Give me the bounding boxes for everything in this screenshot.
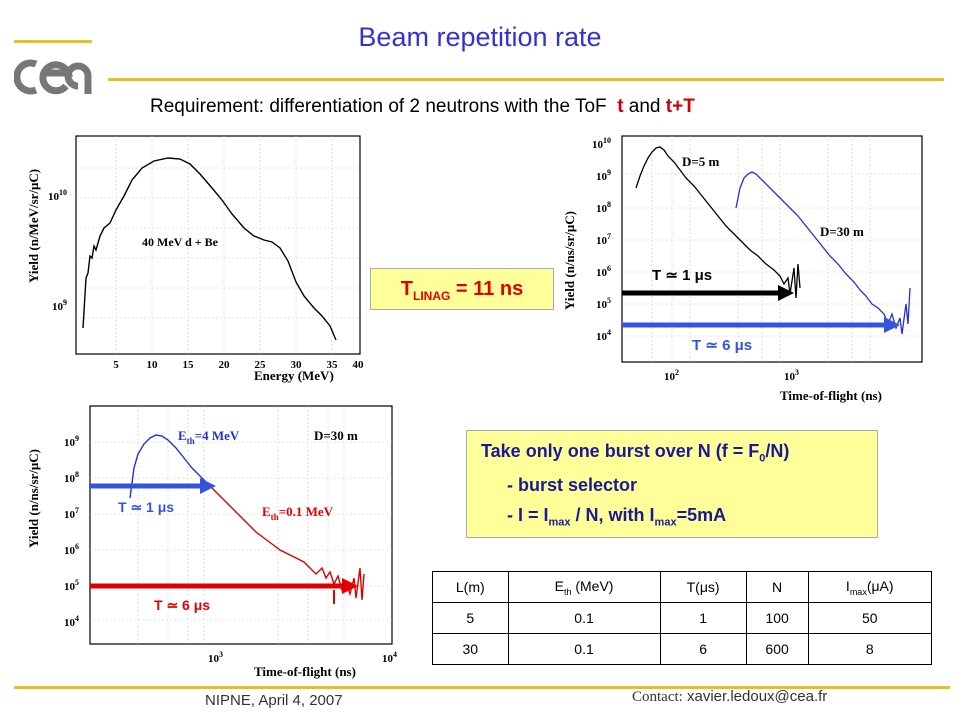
tof-distance-plot: D=5 m D=30 m Time-of-flight (ns) Yield (… (562, 135, 923, 403)
table-header-row: L(m) Eth (MeV) T(μs) N Imax(μA) (432, 571, 932, 603)
tof-ytick: 108 (596, 200, 611, 215)
tof-threshold-plot: Eth=4 MeV Eth=0.1 MeV D=30 m Time-of-fli… (26, 405, 397, 679)
threshold-arrow-6us-head (342, 578, 358, 594)
cea-logo (14, 59, 92, 95)
table-cell: 50 (807, 602, 932, 634)
contact-label: Contact: (632, 689, 683, 705)
threshold-d30-label: D=30 m (314, 428, 358, 443)
energy-annotation: 40 MeV d + Be (142, 235, 219, 249)
table-header: L(m) (432, 571, 509, 603)
tof-xtick: 102 (664, 368, 679, 383)
gold-line-top-left (14, 40, 92, 43)
tof-ytick: 104 (596, 328, 611, 343)
tof-xtick: 103 (784, 368, 799, 383)
energy-xtick: 25 (255, 359, 267, 371)
threshold-arrow-6us-label: T ≃ 6 μs (154, 597, 210, 613)
tof-d30-label: D=30 m (820, 224, 864, 239)
footer-contact: Contact: xavier.ledoux@cea.fr (632, 688, 827, 706)
arrow-6us-label: T ≃ 6 μs (692, 337, 752, 354)
threshold-ytick: 105 (64, 578, 79, 593)
tof-d5-curve (635, 146, 801, 299)
table-cell: 0.1 (507, 633, 661, 665)
energy-ytick: 1010 (48, 188, 67, 203)
threshold-xtick: 103 (208, 650, 223, 665)
energy-xtick: 20 (219, 359, 231, 371)
threshold-ytick: 109 (64, 434, 79, 449)
arrow-1us-label: T ≃ 1 μs (652, 267, 712, 284)
table-header: T(μs) (659, 571, 747, 603)
tof-d5-label: D=5 m (682, 154, 720, 169)
tof-ylabel: Yield (n/ns/sr/μC) (562, 211, 577, 310)
arrow-6us-head (884, 317, 900, 333)
energy-xtick: 10 (147, 359, 159, 371)
threshold-ytick: 104 (64, 614, 79, 629)
t-linag-main: T (400, 278, 414, 300)
table-cell: 6 (659, 633, 747, 665)
footer-date: NIPNE, April 4, 2007 (205, 692, 343, 709)
table-cell: 30 (432, 633, 509, 665)
energy-xlabel: Energy (MeV) (254, 368, 334, 383)
energy-xtick: 40 (353, 359, 365, 371)
table-cell: 5 (432, 602, 509, 634)
threshold-ylabel: Yield (n/ns/sr/μC) (26, 449, 41, 548)
requirement-prefix: Requirement: differentiation of 2 neutro… (150, 96, 607, 117)
energy-xtick: 5 (113, 359, 119, 371)
burst-line3: - I = Imax / N, with Imax=5mA (507, 505, 727, 529)
contact-email: xavier.ledoux@cea.fr (687, 688, 828, 705)
slide-title: Beam repetition rate (358, 22, 602, 52)
tof-eth4-curve (129, 434, 209, 499)
tof-ytick: 109 (596, 168, 611, 183)
requirement-and: and (628, 96, 661, 117)
table-header: Eth (MeV) (507, 571, 661, 603)
energy-spectrum-plot: 40 MeV d + Be Energy (MeV) Yield (n/MeV/… (26, 135, 365, 383)
tof-ytick: 106 (596, 264, 611, 279)
threshold-ytick: 108 (64, 470, 79, 485)
requirement-t-plus-T: t+T (665, 96, 695, 117)
threshold-xlabel: Time-of-flight (ns) (254, 664, 356, 679)
parameters-table: L(m) Eth (MeV) T(μs) N Imax(μA) 5 0.1 1 … (432, 571, 932, 665)
tof-ytick: 105 (596, 296, 611, 311)
table-row: 30 0.1 6 600 8 (432, 633, 932, 665)
threshold-arrow-1us-label: T ≃ 1 μs (118, 499, 174, 515)
table-header: N (745, 571, 809, 603)
table-header: Imax(μA) (807, 571, 932, 603)
table-cell: 8 (807, 633, 932, 665)
energy-ylabel: Yield (n/MeV/sr/μC) (26, 169, 41, 283)
gold-line-bottom (14, 686, 950, 689)
eth01-label: Eth=0.1 MeV (262, 504, 334, 522)
table-cell: 600 (745, 633, 809, 665)
gold-line-right (108, 78, 944, 81)
burst-selector-box: Take only one burst over N (f = F0/N) - … (466, 430, 878, 538)
table-row: 5 0.1 1 100 50 (432, 602, 932, 634)
tof-ytick: 1010 (592, 136, 611, 151)
tof-eth01-curve (207, 483, 365, 601)
tof-ytick: 107 (596, 232, 611, 247)
threshold-arrow-1us-head (200, 478, 216, 494)
energy-ytick: 109 (52, 298, 67, 313)
t-linag-sub: LINAG (413, 289, 451, 303)
arrow-1us-head (778, 285, 794, 301)
table-cell: 0.1 (507, 602, 661, 634)
table-cell: 100 (745, 602, 809, 634)
threshold-xtick: 104 (382, 650, 397, 665)
burst-line1: Take only one burst over N (f = F0/N) (481, 441, 790, 465)
burst-line2: - burst selector (507, 475, 638, 495)
threshold-ytick: 107 (64, 506, 79, 521)
energy-xtick: 30 (291, 359, 303, 371)
t-linag-box: TLINAG = 11 ns (370, 268, 554, 310)
energy-spectrum-curve (82, 157, 337, 341)
requirement-t: t (617, 96, 624, 117)
eth4-label: Eth=4 MeV (178, 428, 240, 446)
t-linag-value: = 11 ns (450, 278, 524, 300)
energy-xtick: 35 (327, 359, 339, 371)
requirement-text: Requirement: differentiation of 2 neutro… (150, 96, 695, 118)
energy-xtick: 15 (183, 359, 195, 371)
tof-xlabel: Time-of-flight (ns) (780, 388, 882, 403)
threshold-ytick: 106 (64, 542, 79, 557)
table-cell: 1 (659, 602, 747, 634)
